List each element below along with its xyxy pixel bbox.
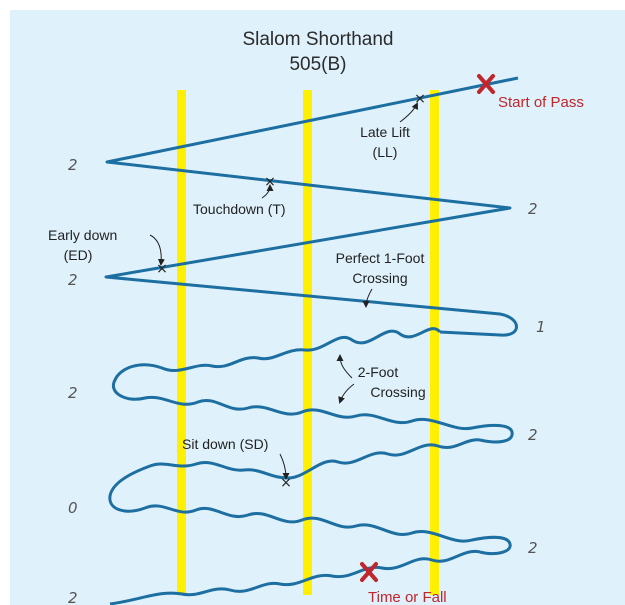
score-left-5: 2	[68, 589, 78, 605]
skier-path-wavy-2	[108, 438, 512, 556]
skier-path-wavy-3	[109, 549, 481, 605]
score-left-4: 0	[68, 499, 78, 517]
buoy-line-left	[177, 90, 186, 595]
diagram-title-line2: 505(B)	[289, 54, 346, 75]
sit-down-pointer	[279, 453, 290, 480]
buoy-line-center	[303, 90, 312, 595]
score-right-1: 2	[528, 200, 538, 218]
score-right-4: 2	[528, 539, 538, 557]
start-x-mark-icon	[477, 74, 495, 94]
late-lift-cross-mark-icon: ×	[414, 91, 426, 107]
end-x-mark-icon	[360, 562, 378, 582]
perfect-crossing-pointer	[362, 288, 373, 308]
two-foot-label-line1: 2-Foot	[358, 364, 399, 380]
skier-path-wavy-1	[111, 327, 514, 444]
late-lift-label: Late Lift	[360, 124, 410, 140]
perfect-crossing-label-line2: Crossing	[352, 270, 407, 286]
early-down-label: Early down	[48, 227, 117, 243]
late-lift-abbr-label: (LL)	[373, 144, 398, 160]
touchdown-cross-mark-icon: ×	[264, 174, 276, 190]
start-of-pass-label: Start of Pass	[498, 94, 584, 111]
buoy-line-right	[430, 90, 439, 595]
early-down-pointer	[149, 234, 165, 266]
perfect-crossing-label-line1: Perfect 1-Foot	[336, 250, 425, 266]
score-right-2: 1	[536, 318, 546, 336]
early-down-abbr-label: (ED)	[64, 247, 93, 263]
two-foot-pointer-upper	[336, 354, 353, 379]
touchdown-pointer	[261, 184, 274, 199]
two-foot-pointer-lower	[338, 383, 355, 404]
two-foot-label-line2: Crossing	[370, 384, 425, 400]
score-left-1: 2	[68, 156, 78, 174]
score-left-2: 2	[68, 271, 78, 289]
sit-down-label: Sit down (SD)	[182, 436, 268, 452]
skier-path-zigzag	[104, 76, 519, 337]
early-down-cross-mark-icon: ×	[156, 261, 168, 277]
score-right-3: 2	[528, 426, 538, 444]
score-left-3: 2	[68, 384, 78, 402]
time-or-fall-label: Time or Fall	[368, 589, 447, 605]
late-lift-pointer	[399, 102, 418, 123]
diagram-title-line1: Slalom Shorthand	[242, 29, 393, 50]
touchdown-label: Touchdown (T)	[193, 201, 286, 217]
sit-down-cross-mark-icon: ×	[280, 475, 292, 491]
